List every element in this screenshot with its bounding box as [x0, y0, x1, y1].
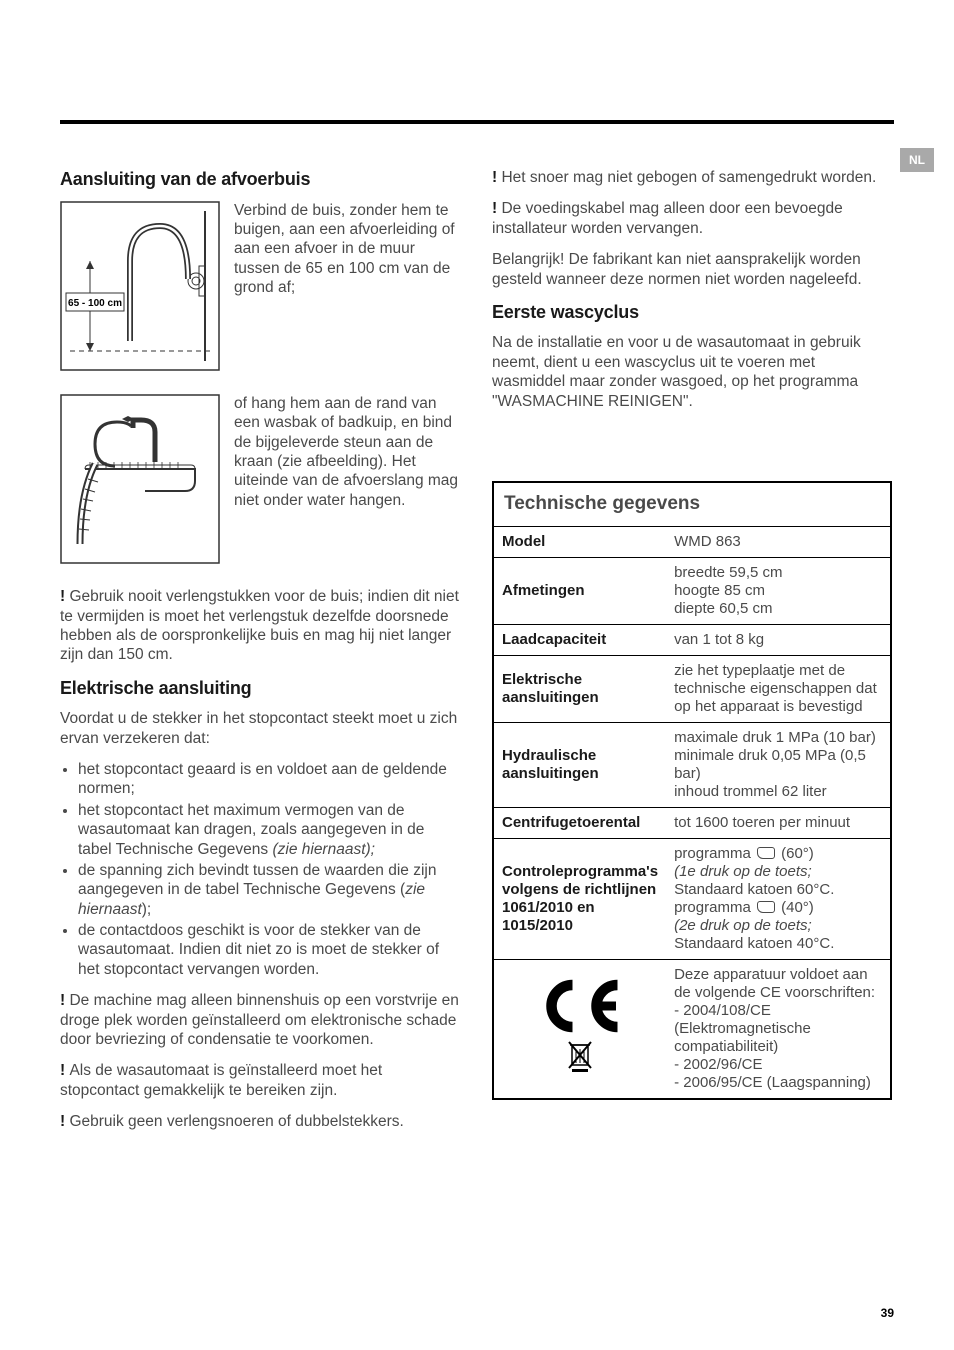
top-rule	[60, 120, 894, 124]
table-title: Technische gegevens	[493, 482, 891, 526]
row-label: Model	[493, 526, 666, 557]
heading-elektrisch: Elektrische aansluiting	[60, 677, 460, 700]
figure-1-text: Verbind de buis, zonder hem te buigen, a…	[234, 201, 460, 376]
figure-row-2: of hang hem aan de rand van een wasbak o…	[60, 394, 460, 569]
row-value-controle: programma (60°) (1e druk op de toets; St…	[666, 838, 891, 959]
bullet-1: het stopcontact geaard is en voldoet aan…	[78, 760, 460, 799]
warning-socket-reach: Als de wasautomaat is geïnstalleerd moet…	[60, 1061, 460, 1100]
row-label-controle: Controleprogramma's volgens de richtlijn…	[493, 838, 666, 959]
warning-cable-replace: De voedingskabel mag alleen door een bev…	[492, 199, 892, 238]
ce-text-cell: Deze apparatuur voldoet aan de volgende …	[666, 959, 891, 1099]
row-label: Elektrische aansluitingen	[493, 655, 666, 722]
row-label: Afmetingen	[493, 557, 666, 624]
warning-no-extcord: Gebruik geen verlengsnoeren of dubbelste…	[60, 1112, 460, 1131]
row-label: Centrifugetoerental	[493, 807, 666, 838]
row-value: zie het typeplaatje met de technische ei…	[666, 655, 891, 722]
language-tab: NL	[900, 148, 934, 172]
row-value: van 1 tot 8 kg	[666, 624, 891, 655]
elek-bullets: het stopcontact geaard is en voldoet aan…	[60, 760, 460, 979]
technical-spec-table: Technische gegevens ModelWMD 863Afmeting…	[492, 481, 892, 1100]
row-value: breedte 59,5 cmhoogte 85 cmdiepte 60,5 c…	[666, 557, 891, 624]
row-value: WMD 863	[666, 526, 891, 557]
right-column: Het snoer mag niet gebogen of samengedru…	[492, 168, 892, 1131]
important-note: Belangrijk! De fabrikant kan niet aanspr…	[492, 250, 892, 289]
weee-bin-icon	[566, 1039, 594, 1073]
page-number: 39	[881, 1306, 894, 1320]
fig-dimension-label: 65 - 100 cm	[68, 298, 122, 309]
figure-row-1: 65 - 100 cm Verbind de buis, zonder hem …	[60, 201, 460, 376]
warning-no-extensions: Gebruik nooit verlengstukken voor de bui…	[60, 587, 460, 665]
program-icon	[757, 901, 775, 913]
elek-intro: Voordat u de stekker in het stopcontact …	[60, 709, 460, 748]
figure-2-text: of hang hem aan de rand van een wasbak o…	[234, 394, 460, 569]
eerste-text: Na de installatie en voor u de wasautoma…	[492, 333, 892, 411]
row-label: Hydraulische aansluitingen	[493, 722, 666, 807]
program-icon	[757, 847, 775, 859]
warning-indoor: De machine mag alleen binnenshuis op een…	[60, 991, 460, 1049]
heading-eerste: Eerste wascyclus	[492, 301, 892, 324]
row-value: maximale druk 1 MPa (10 bar)minimale dru…	[666, 722, 891, 807]
bullet-4: de contactdoos geschikt is voor de stekk…	[78, 921, 460, 979]
content-columns: Aansluiting van de afvoerbuis	[60, 168, 894, 1131]
heading-afvoerbuis: Aansluiting van de afvoerbuis	[60, 168, 460, 191]
left-column: Aansluiting van de afvoerbuis	[60, 168, 460, 1131]
bullet-3: de spanning zich bevindt tussen de waard…	[78, 861, 460, 919]
ce-mark-cell	[493, 959, 666, 1099]
warning-cord-bend: Het snoer mag niet gebogen of samengedru…	[492, 168, 892, 187]
ce-mark-icon	[535, 979, 625, 1033]
bullet-2: het stopcontact het maximum vermogen van…	[78, 801, 460, 859]
row-label: Laadcapaciteit	[493, 624, 666, 655]
drain-hose-sink-figure	[60, 394, 220, 569]
drain-hose-wall-figure: 65 - 100 cm	[60, 201, 220, 376]
row-value: tot 1600 toeren per minuut	[666, 807, 891, 838]
